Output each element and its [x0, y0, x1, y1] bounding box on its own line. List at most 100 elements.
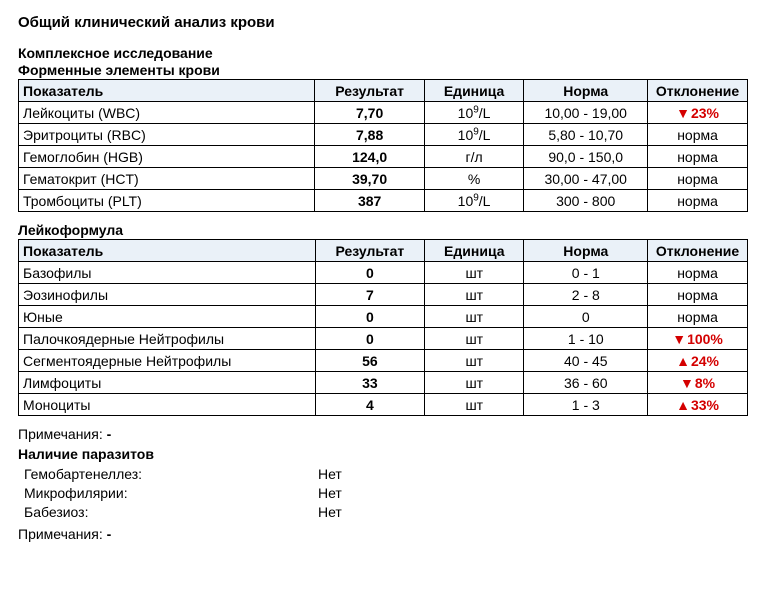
cell-deviation: 8%	[648, 372, 748, 394]
cell-param: Юные	[19, 306, 316, 328]
cell-deviation: 24%	[648, 350, 748, 372]
table-row: Сегментоядерные Нейтрофилы56шт40 - 45 24%	[19, 350, 748, 372]
notes-line-1: Примечания: -	[18, 426, 748, 442]
notes-label: Примечания:	[18, 426, 103, 442]
cell-unit: 109/L	[424, 124, 523, 146]
cell-result: 0	[315, 262, 424, 284]
cell-param: Эритроциты (RBC)	[19, 124, 315, 146]
cell-norm: 30,00 - 47,00	[524, 168, 648, 190]
notes-value: -	[107, 526, 112, 542]
table-row: Гемоглобин (HGB)124,0г/л90,0 - 150,0норм…	[19, 146, 748, 168]
cell-deviation: норма	[648, 190, 748, 212]
cell-result: 56	[315, 350, 424, 372]
cell-param: Эозинофилы	[19, 284, 316, 306]
cell-norm: 1 - 3	[524, 394, 648, 416]
cell-unit: г/л	[424, 146, 523, 168]
cell-result: 4	[315, 394, 424, 416]
header-deviation: Отклонение	[648, 240, 748, 262]
cell-norm: 300 - 800	[524, 190, 648, 212]
table-row: Гематокрит (HCT)39,70%30,00 - 47,00норма	[19, 168, 748, 190]
cell-unit: шт	[425, 350, 524, 372]
cell-norm: 5,80 - 10,70	[524, 124, 648, 146]
table-header-row: Показатель Результат Единица Норма Откло…	[19, 80, 748, 102]
parasite-label: Гемобартенеллез:	[18, 466, 318, 482]
section2-title: Лейкоформула	[18, 222, 748, 238]
header-param: Показатель	[19, 240, 316, 262]
cell-param: Тромбоциты (PLT)	[19, 190, 315, 212]
header-unit: Единица	[424, 80, 523, 102]
parasite-value: Нет	[318, 466, 342, 482]
table-row: Эритроциты (RBC)7,88109/L5,80 - 10,70нор…	[19, 124, 748, 146]
notes-label: Примечания:	[18, 526, 103, 542]
section1-subtitle: Форменные элементы крови	[18, 62, 748, 78]
header-norm: Норма	[524, 240, 648, 262]
cell-deviation: 33%	[648, 394, 748, 416]
cell-result: 7,70	[315, 102, 424, 124]
cell-unit: 109/L	[424, 190, 523, 212]
section1-title: Комплексное исследование	[18, 45, 748, 61]
cell-param: Палочкоядерные Нейтрофилы	[19, 328, 316, 350]
notes-line-2: Примечания: -	[18, 526, 748, 542]
cell-unit: шт	[425, 394, 524, 416]
cell-norm: 2 - 8	[524, 284, 648, 306]
arrow-down-icon: 8%	[680, 375, 715, 391]
table-row: Лимфоциты33шт36 - 60 8%	[19, 372, 748, 394]
parasite-label: Бабезиоз:	[18, 504, 318, 520]
cell-deviation: норма	[648, 146, 748, 168]
arrow-up-icon: 33%	[676, 397, 719, 413]
table-header-row: Показатель Результат Единица Норма Откло…	[19, 240, 748, 262]
cell-norm: 0	[524, 306, 648, 328]
report-title: Общий клинический анализ крови	[18, 14, 748, 31]
cell-result: 39,70	[315, 168, 424, 190]
cell-norm: 1 - 10	[524, 328, 648, 350]
cell-result: 0	[315, 328, 424, 350]
table-row: Моноциты4шт1 - 333%	[19, 394, 748, 416]
table-row: Базофилы0шт0 - 1норма	[19, 262, 748, 284]
cell-unit: шт	[425, 262, 524, 284]
cell-result: 33	[315, 372, 424, 394]
cell-param: Сегментоядерные Нейтрофилы	[19, 350, 316, 372]
parasite-row: Микрофилярии:Нет	[18, 485, 748, 501]
cell-norm: 10,00 - 19,00	[524, 102, 648, 124]
notes-value: -	[107, 426, 112, 442]
parasite-label: Микрофилярии:	[18, 485, 318, 501]
table-row: Юные0шт0норма	[19, 306, 748, 328]
parasite-value: Нет	[318, 504, 342, 520]
cell-norm: 0 - 1	[524, 262, 648, 284]
header-unit: Единица	[425, 240, 524, 262]
arrow-up-icon: 24%	[676, 353, 719, 369]
header-deviation: Отклонение	[648, 80, 748, 102]
cell-unit: %	[424, 168, 523, 190]
table-row: Тромбоциты (PLT)387109/L300 - 800норма	[19, 190, 748, 212]
table-row: Лейкоциты (WBC)7,70109/L10,00 - 19,00 23%	[19, 102, 748, 124]
header-result: Результат	[315, 80, 424, 102]
cell-deviation: норма	[648, 262, 748, 284]
cell-result: 0	[315, 306, 424, 328]
cell-param: Гемоглобин (HGB)	[19, 146, 315, 168]
cell-deviation: 100%	[648, 328, 748, 350]
cell-unit: шт	[425, 306, 524, 328]
header-param: Показатель	[19, 80, 315, 102]
cell-param: Гематокрит (HCT)	[19, 168, 315, 190]
cell-param: Лейкоциты (WBC)	[19, 102, 315, 124]
cell-result: 124,0	[315, 146, 424, 168]
cell-unit: шт	[425, 328, 524, 350]
cell-norm: 40 - 45	[524, 350, 648, 372]
cell-norm: 90,0 - 150,0	[524, 146, 648, 168]
arrow-down-icon: 23%	[676, 105, 719, 121]
cell-unit: шт	[425, 284, 524, 306]
arrow-down-icon: 100%	[672, 331, 723, 347]
cell-param: Лимфоциты	[19, 372, 316, 394]
cell-norm: 36 - 60	[524, 372, 648, 394]
cell-unit: шт	[425, 372, 524, 394]
cell-deviation: 23%	[648, 102, 748, 124]
table-row: Палочкоядерные Нейтрофилы0шт1 - 10 100%	[19, 328, 748, 350]
parasite-row: Гемобартенеллез:Нет	[18, 466, 748, 482]
cell-deviation: норма	[648, 168, 748, 190]
cell-unit: 109/L	[424, 102, 523, 124]
cell-result: 7	[315, 284, 424, 306]
parasites-title: Наличие паразитов	[18, 446, 748, 462]
cell-result: 7,88	[315, 124, 424, 146]
leukoformula-table: Показатель Результат Единица Норма Откло…	[18, 239, 748, 416]
blood-elements-table: Показатель Результат Единица Норма Откло…	[18, 79, 748, 212]
